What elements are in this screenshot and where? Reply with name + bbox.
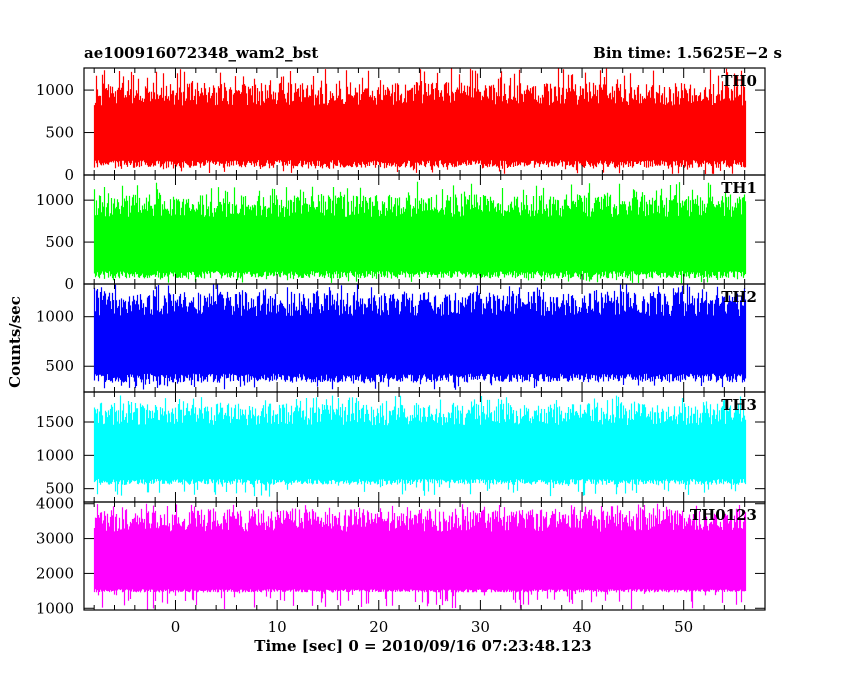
series-th2 — [93, 284, 747, 390]
y-tick-label: 500 — [45, 124, 74, 142]
bin-time-label: Bin time: 1.5625E−2 s — [593, 44, 782, 62]
series-th1 — [93, 181, 747, 284]
x-tick-label: 40 — [572, 618, 591, 636]
x-axis-title: Time [sec] 0 = 2010/09/16 07:23:48.123 — [254, 637, 592, 655]
y-tick-label: 1000 — [36, 308, 74, 326]
panel-label-th3: TH3 — [721, 396, 757, 414]
panel-label-th1: TH1 — [721, 179, 757, 197]
y-tick-label: 0 — [64, 166, 74, 184]
panel-label-th0123: TH0123 — [690, 506, 757, 524]
y-tick-label: 1000 — [36, 446, 74, 464]
y-tick-label: 500 — [45, 480, 74, 498]
y-tick-label: 1500 — [36, 413, 74, 431]
y-tick-label: 3000 — [36, 530, 74, 548]
y-axis-title: Counts/sec — [6, 296, 24, 388]
y-tick-label: 1000 — [36, 191, 74, 209]
x-axis-title-row: Time [sec] 0 = 2010/09/16 07:23:48.123 — [0, 637, 850, 655]
panel-label-th0: TH0 — [721, 72, 757, 90]
series-th0 — [93, 68, 747, 174]
x-tick-label: 10 — [268, 618, 287, 636]
series-th3 — [93, 395, 747, 497]
y-tick-label: 500 — [45, 233, 74, 251]
y-tick-label: 500 — [45, 357, 74, 375]
x-tick-label: 30 — [471, 618, 490, 636]
y-tick-label: 2000 — [36, 564, 74, 582]
y-tick-label: 1000 — [36, 81, 74, 99]
x-tick-label: 0 — [171, 618, 181, 636]
x-tick-label: 50 — [674, 618, 693, 636]
panel-label-th2: TH2 — [721, 288, 757, 306]
x-tick-label: 20 — [369, 618, 388, 636]
panel-frame-th0123 — [83, 501, 766, 611]
y-tick-label: 4000 — [36, 495, 74, 513]
series-th0123 — [93, 503, 747, 610]
plot-title: ae100916072348_wam2_bst — [84, 44, 319, 62]
y-tick-label: 0 — [64, 275, 74, 293]
y-tick-label: 1000 — [36, 599, 74, 617]
